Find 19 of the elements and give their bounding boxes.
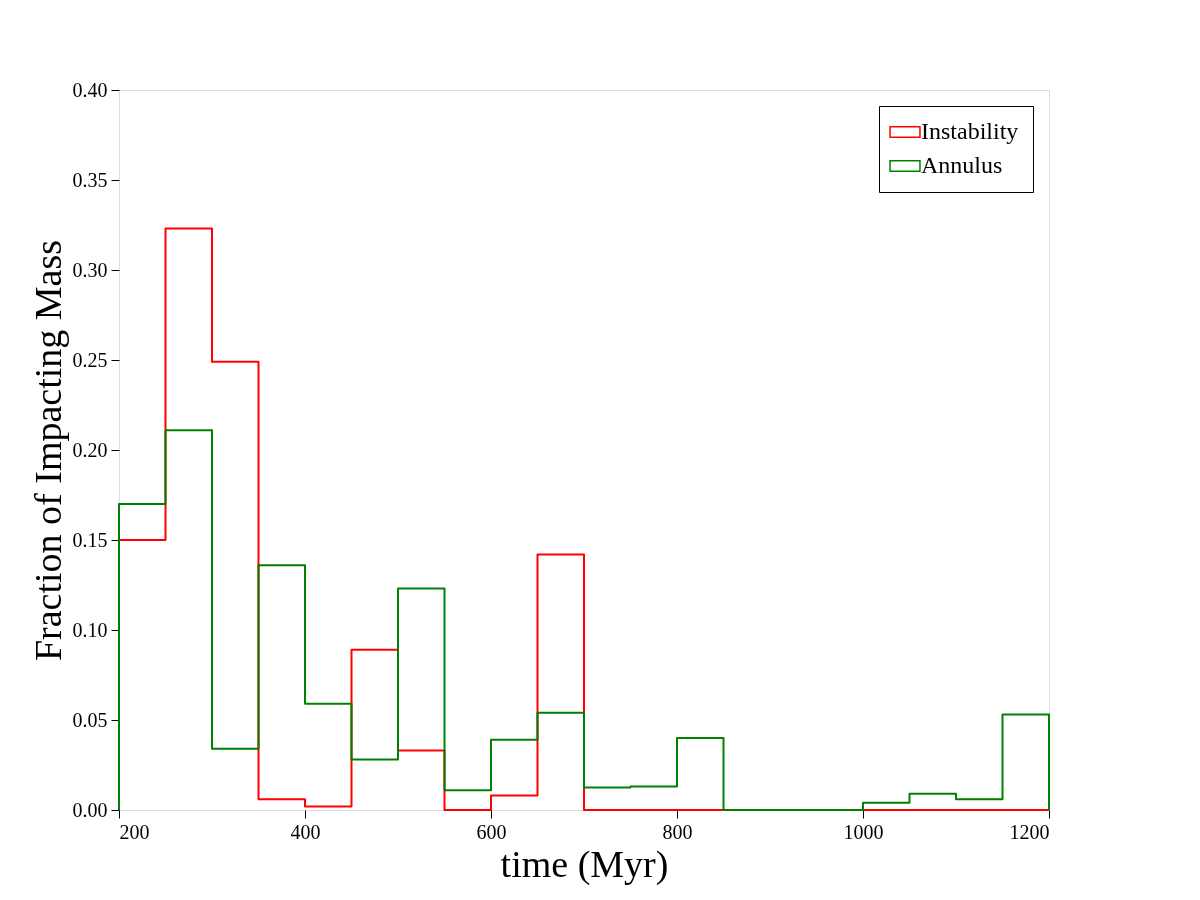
y-tick-label: 0.15 — [72, 528, 108, 551]
y-tick-label: 0.25 — [72, 348, 108, 371]
y-axis-title: Fraction of Impacting Mass — [26, 239, 69, 662]
y-tick-label: 0.35 — [72, 168, 108, 191]
legend-label: Annulus — [921, 152, 1003, 178]
x-tick-label: 1200 — [1009, 820, 1050, 843]
x-tick-label: 400 — [290, 820, 321, 843]
y-tick-label: 0.05 — [72, 708, 108, 731]
y-tick-label: 0.00 — [72, 798, 108, 821]
legend-label: Instability — [921, 118, 1019, 144]
x-axis-title: time (Myr) — [500, 842, 669, 886]
y-tick-label: 0.40 — [72, 78, 108, 101]
x-tick-label: 1000 — [843, 820, 884, 843]
y-tick-label: 0.10 — [72, 618, 108, 641]
y-tick-label: 0.20 — [72, 438, 108, 461]
x-tick-label: 200 — [119, 820, 150, 843]
x-tick-label: 600 — [476, 820, 507, 843]
y-tick-label: 0.30 — [72, 258, 108, 281]
x-tick-label: 800 — [662, 820, 693, 843]
